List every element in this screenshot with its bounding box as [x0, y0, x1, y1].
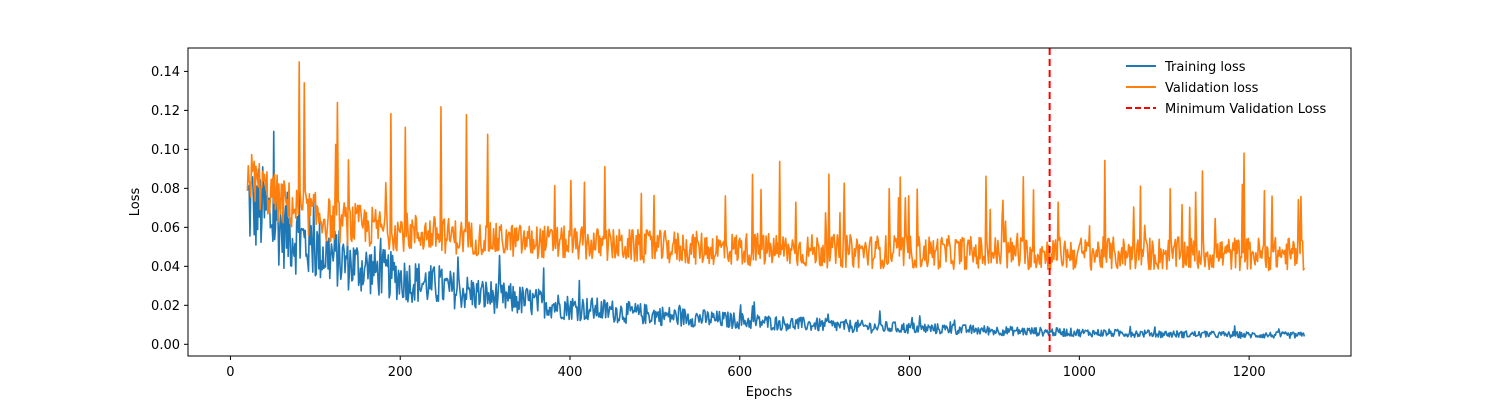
x-axis-label: Epochs [746, 385, 793, 400]
x-tick-label: 600 [727, 365, 752, 380]
legend-label-training-loss: Training loss [1164, 60, 1246, 75]
x-axis: 0 200 400 600 800 1000 1200 [226, 356, 1266, 380]
y-axis: 0.00 0.02 0.04 0.06 0.08 0.10 0.12 0.14 [151, 65, 188, 353]
y-axis-label: Loss [128, 188, 143, 217]
y-tick-label: 0.08 [151, 182, 180, 197]
plot-area [187, 47, 1352, 357]
legend-label-minimum-validation-loss: Minimum Validation Loss [1165, 102, 1326, 117]
y-tick-label: 0.00 [151, 338, 180, 353]
y-tick-label: 0.14 [151, 65, 180, 80]
y-tick-label: 0.12 [151, 104, 180, 119]
y-tick-label: 0.02 [151, 299, 180, 314]
training-loss-line [246, 130, 1306, 340]
x-tick-label: 1000 [1063, 365, 1096, 380]
series-layer [246, 61, 1306, 340]
y-tick-label: 0.06 [151, 221, 180, 236]
x-tick-label: 0 [226, 365, 234, 380]
x-tick-label: 400 [558, 365, 583, 380]
legend: Training loss Validation loss Minimum Va… [1126, 60, 1326, 117]
legend-label-validation-loss: Validation loss [1165, 81, 1259, 96]
validation-loss-line [246, 61, 1306, 272]
x-tick-label: 200 [388, 365, 413, 380]
x-tick-label: 800 [897, 365, 922, 380]
plot-frame [187, 47, 1352, 357]
y-tick-label: 0.04 [151, 260, 180, 275]
x-tick-label: 1200 [1233, 365, 1266, 380]
y-tick-label: 0.10 [151, 143, 180, 158]
